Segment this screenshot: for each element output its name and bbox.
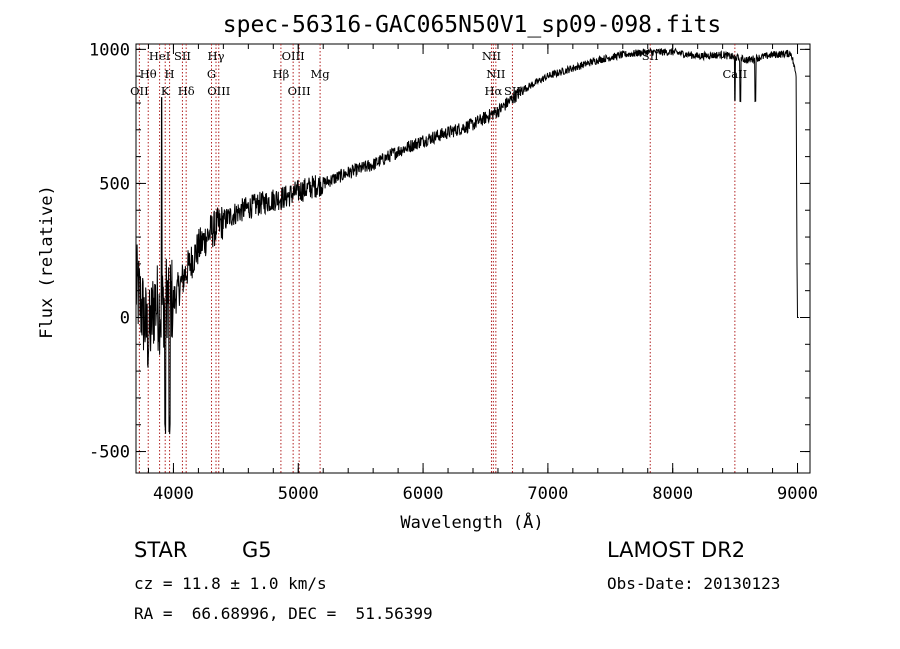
y-tick-label: 500: [99, 174, 130, 194]
spectral-line-label: K: [161, 84, 170, 98]
spectral-line-label: H: [165, 67, 175, 81]
spectral-line-label: NII: [486, 67, 505, 81]
spectral-line-label: SII: [174, 49, 191, 63]
spectral-line-label: Hθ: [140, 67, 157, 81]
subclass: G5: [242, 538, 272, 562]
x-tick-label: 8000: [652, 484, 693, 504]
y-tick-label: -500: [89, 443, 130, 463]
spectral-line-label: OIII: [288, 84, 311, 98]
y-tick-label: 1000: [89, 40, 130, 60]
plot-frame: [135, 43, 811, 474]
y-axis-ticks: -500 0 500 1000: [89, 40, 810, 463]
spectral-line-label: OII: [130, 84, 149, 98]
survey-name: LAMOST DR2: [607, 538, 746, 562]
x-axis-label: Wavelength (Å): [400, 511, 543, 533]
spectral-line-label: G: [207, 67, 216, 81]
spectral-line-labels: OIIHθHeIKHSIIHδHγGOIIIHβOIIIOIIIMgNIINII…: [130, 49, 747, 98]
spectral-line-markers: [138, 44, 736, 473]
spectral-line-label: Hβ: [273, 67, 290, 81]
object-type: STAR: [134, 538, 188, 562]
x-tick-label: 7000: [527, 484, 568, 504]
spectral-line-label: HeI: [149, 49, 170, 63]
x-tick-label: 9000: [777, 484, 818, 504]
spectral-line-label: Hγ: [208, 49, 225, 63]
x-tick-label: 6000: [403, 484, 444, 504]
redshift-cz: cz = 11.8 ± 1.0 km/s: [134, 574, 327, 593]
spectral-line-label: Mg: [311, 67, 331, 81]
y-tick-label: 0: [120, 308, 130, 328]
spectral-line-label: OIII: [282, 49, 305, 63]
coordinates: RA = 66.68996, DEC = 51.56399: [134, 604, 433, 623]
spectral-line-label: Hα: [484, 84, 502, 98]
y-axis-label: Flux (relative): [37, 185, 57, 339]
spectrum-line: [135, 47, 799, 435]
spectral-line-label: Hδ: [178, 84, 195, 98]
x-tick-label: 4000: [153, 484, 194, 504]
spectral-line-label: NII: [482, 49, 501, 63]
chart-title: spec-56316-GAC065N50V1_sp09-098.fits: [223, 12, 722, 38]
x-axis-ticks: 4000 5000 6000 7000 8000 9000: [147, 44, 818, 504]
x-tick-label: 5000: [278, 484, 319, 504]
obs-date: Obs-Date: 20130123: [607, 574, 781, 593]
spectral-line-label: OIII: [207, 84, 230, 98]
